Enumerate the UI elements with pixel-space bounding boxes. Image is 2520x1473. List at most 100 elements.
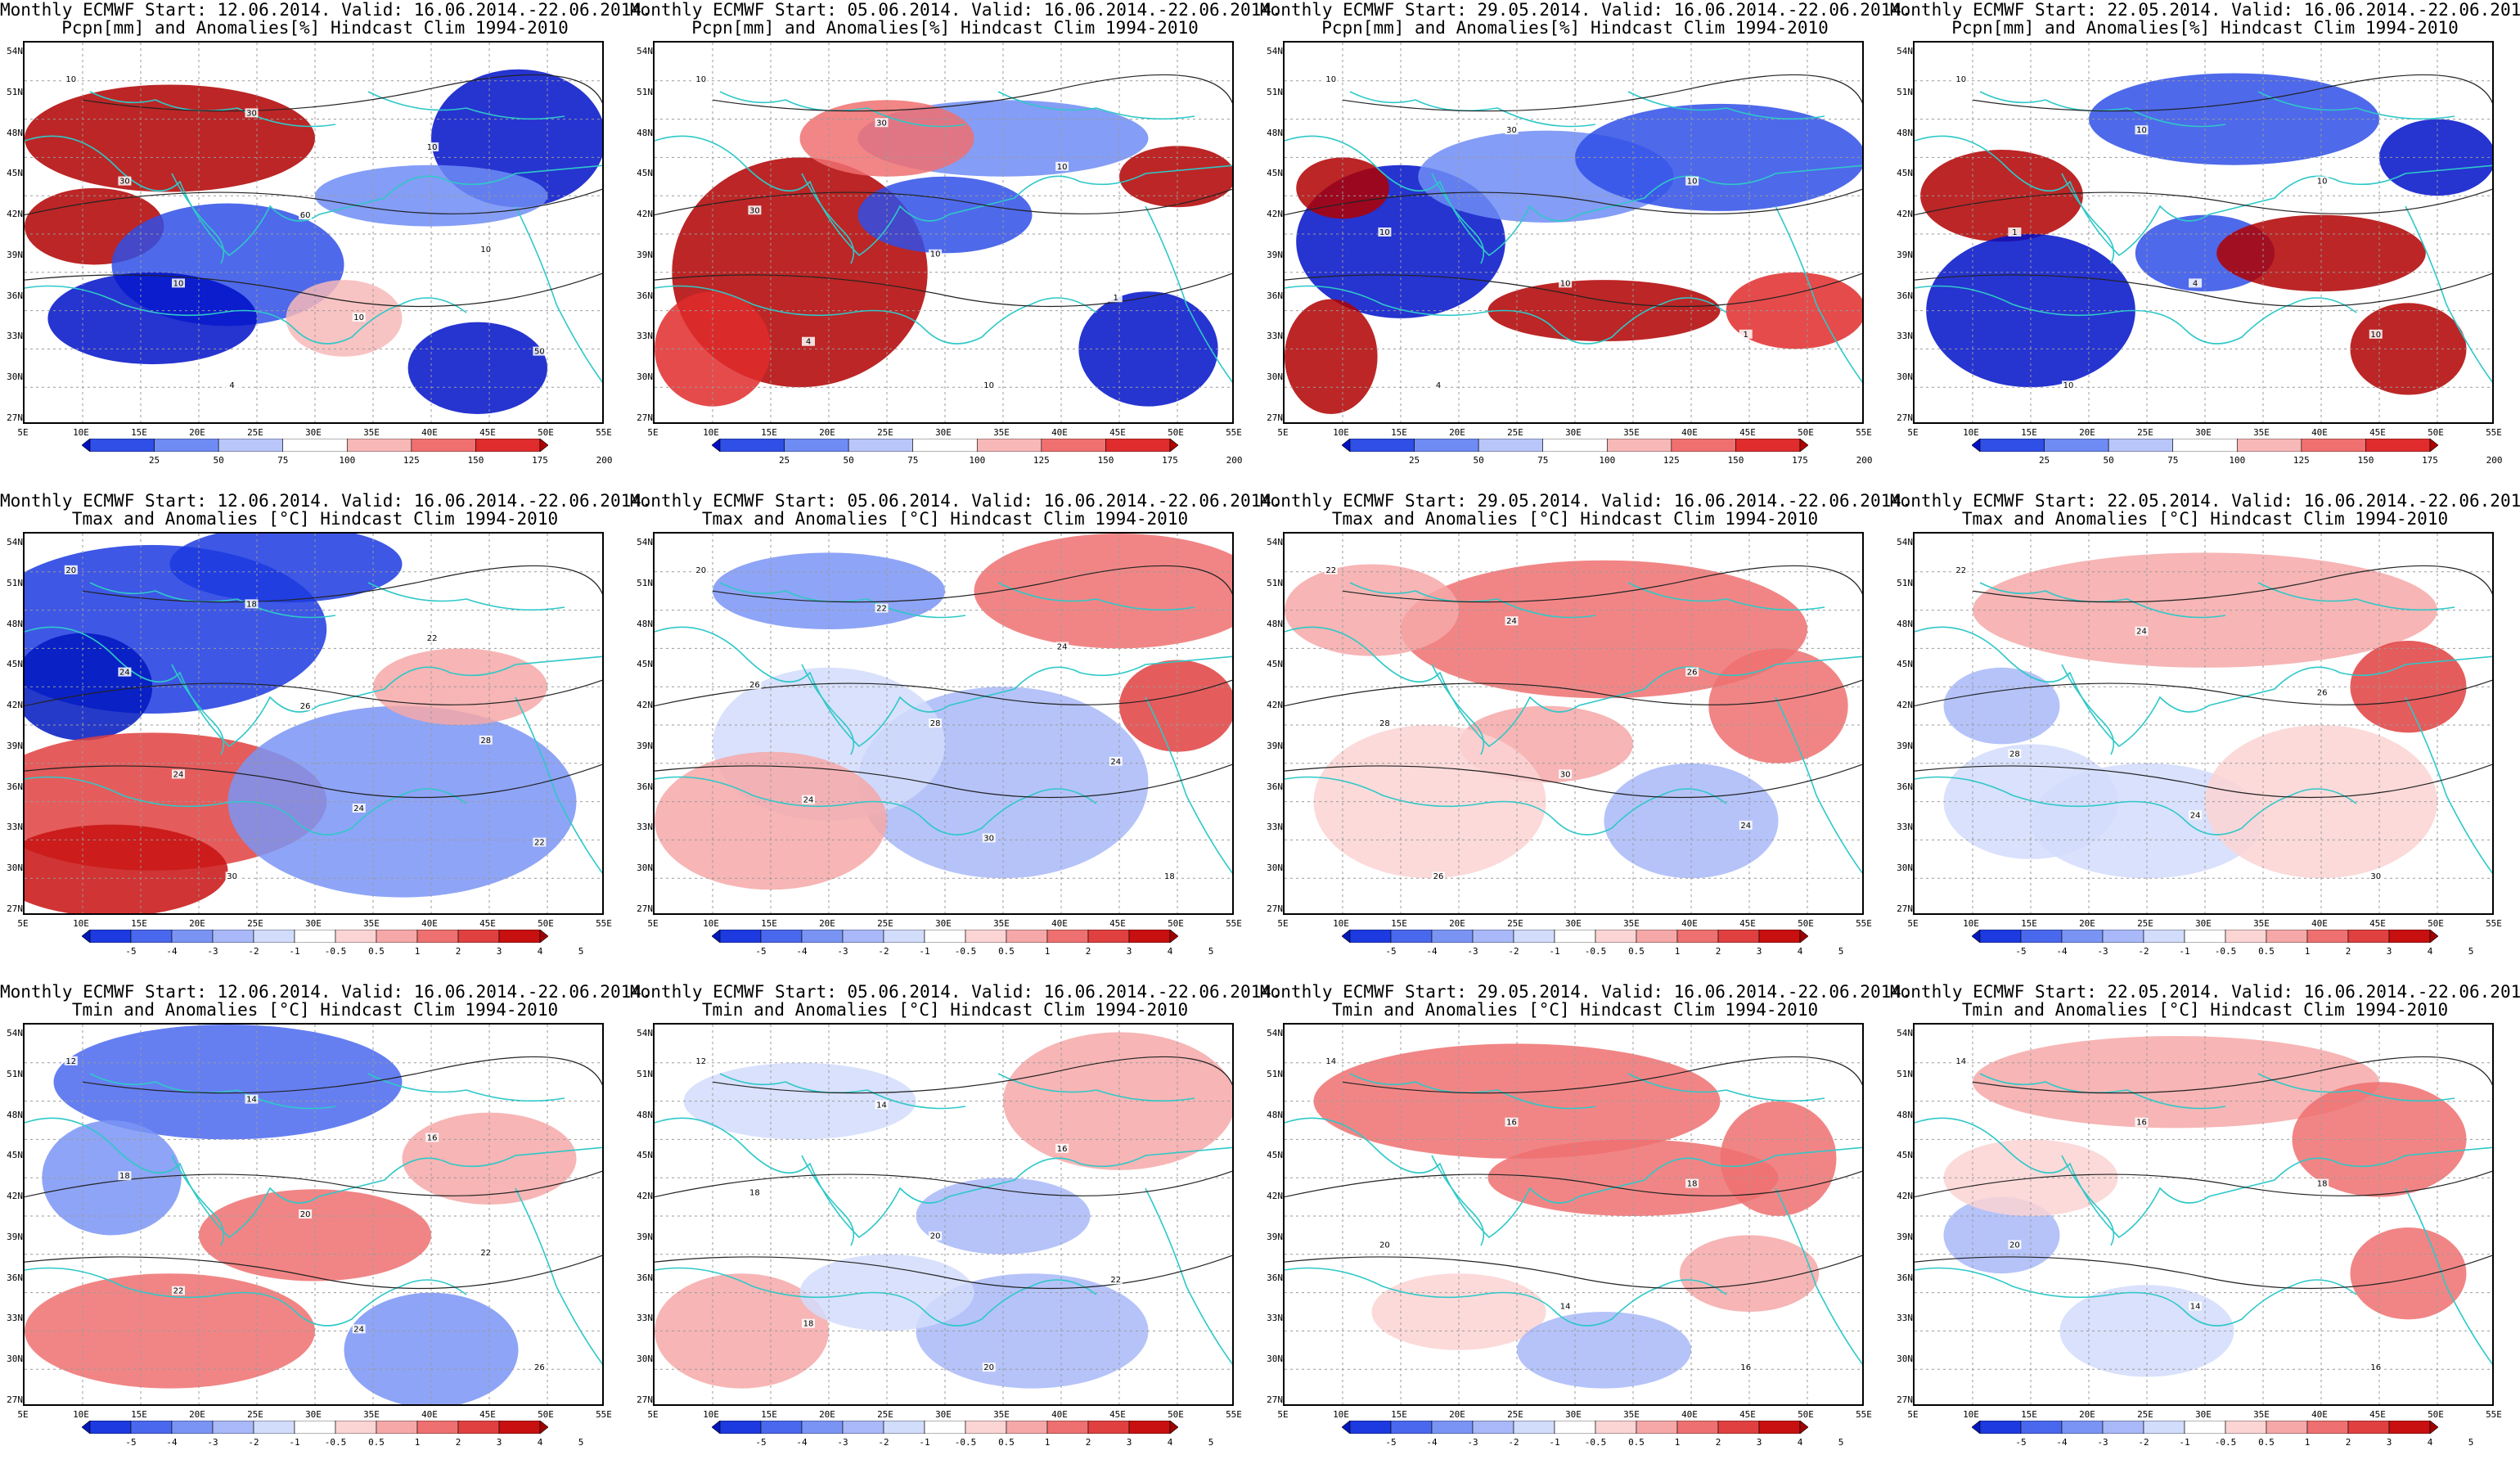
latitude-label: 45N <box>1897 168 1913 179</box>
contour-label: 16 <box>2136 1119 2147 1128</box>
latitude-label: 54N <box>7 537 23 547</box>
longitude-label: 35E <box>363 918 380 929</box>
colorbar-tick-label: 1 <box>1674 1437 1681 1448</box>
longitude-label: 40E <box>1051 427 1068 438</box>
colorbar-segment <box>1542 438 1608 453</box>
colorbar-segment <box>719 438 785 453</box>
panel-title-line1: Monthly ECMWF Start: 22.05.2014. Valid: … <box>1890 0 2520 20</box>
contour-label: 10 <box>1687 178 1698 187</box>
contour-label: 26 <box>534 1363 545 1372</box>
contour-label: 60 <box>300 211 311 220</box>
coastline <box>1285 285 1727 345</box>
contour-label: 1 <box>2012 228 2017 237</box>
contour-label: 4 <box>806 338 811 347</box>
colorbar-tick-label: 25 <box>148 455 160 466</box>
panel-title-line1: Monthly ECMWF Start: 12.06.2014. Valid: … <box>0 0 652 20</box>
contour-line <box>1285 273 1862 308</box>
colorbar-segment <box>81 1420 91 1435</box>
colorbar-tick-label: -4 <box>1426 946 1438 957</box>
map-area: 12 14 16 18 20 22 18 20 <box>653 1023 1234 1406</box>
contour-label: 30 <box>227 872 237 881</box>
coastline <box>2405 696 2492 874</box>
colorbar-tick-label: 125 <box>403 455 420 466</box>
latitude-label: 39N <box>7 249 23 260</box>
contour-label-bg <box>2369 872 2383 881</box>
colorbar <box>1341 1420 1809 1435</box>
anomaly-shading <box>2089 73 2379 165</box>
colorbar-segment <box>1971 1420 1981 1435</box>
colorbar-tick-label: 150 <box>2357 455 2374 466</box>
colorbar-tick-label: -4 <box>2056 946 2068 957</box>
map-canvas: 10 30 10 10 10 1 4 <box>1285 43 1862 422</box>
contour-line <box>1915 1170 2492 1198</box>
contour-line <box>25 188 602 216</box>
anomaly-shading <box>1285 299 1378 414</box>
contour-label-bg <box>425 142 439 151</box>
latitude-label: 27N <box>1267 903 1283 914</box>
latitude-label: 39N <box>7 1231 23 1242</box>
map-panel-r3-c3: Monthly ECMWF Start: 29.05.2014. Valid: … <box>1260 982 1912 1473</box>
contour-label-bg <box>1505 125 1519 135</box>
colorbar-tick-label: 1 <box>1044 946 1051 957</box>
colorbar-segment <box>457 1420 500 1435</box>
latitude-label: 51N <box>637 1068 653 1079</box>
contour-label: 24 <box>353 804 364 813</box>
longitude-label: 15E <box>761 427 777 438</box>
contour-label-bg <box>1378 1240 1392 1250</box>
map-area: 12 14 16 18 20 22 22 24 26 <box>23 1023 604 1406</box>
latitude-label: 30N <box>7 1354 23 1365</box>
panel-title-line1: Monthly ECMWF Start: 12.06.2014. Valid: … <box>0 982 652 1002</box>
latitude-label: 39N <box>1897 1231 1913 1242</box>
contour-label-bg <box>425 1133 439 1142</box>
longitude-label: 30E <box>305 427 322 438</box>
colorbar-segment <box>1671 438 1736 453</box>
contour-label: 10 <box>930 250 941 259</box>
longitude-label: 10E <box>1333 918 1349 929</box>
panel-title-line2: Tmax and Anomalies [°C] Hindcast Clim 19… <box>1331 509 1819 529</box>
map-area: 22 24 26 28 30 24 26 <box>1283 532 1864 915</box>
panel-title-line2: Tmin and Anomalies [°C] Hindcast Clim 19… <box>71 1000 559 1020</box>
contour-label: 1 <box>1114 294 1118 303</box>
coastline <box>1285 1117 1862 1239</box>
contour-label: 22 <box>173 1287 184 1296</box>
contour-label: 10 <box>1325 75 1336 84</box>
colorbar-segment <box>1799 929 1809 944</box>
colorbar-segment <box>1105 438 1171 453</box>
contour-label-bg <box>352 804 366 813</box>
latitude-label: 42N <box>1267 209 1283 220</box>
colorbar-segment <box>2102 929 2144 944</box>
contour-label: 14 <box>1955 1057 1966 1066</box>
contour-label-bg <box>479 244 493 254</box>
contour-label: 30 <box>1560 770 1571 779</box>
latitude-label: 51N <box>7 86 23 97</box>
contour-label-bg <box>875 1100 889 1110</box>
colorbar-segment <box>475 438 541 453</box>
colorbar-segment <box>760 1420 803 1435</box>
colorbar-segment <box>1390 1420 1433 1435</box>
longitude-label: 25E <box>877 918 893 929</box>
colorbar-tick-label: 1 <box>1044 1437 1051 1448</box>
contour-line <box>25 1255 602 1290</box>
contour-label-bg <box>2369 1363 2383 1372</box>
colorbar <box>711 1420 1179 1435</box>
colorbar-tick-label: 3 <box>496 946 502 957</box>
longitude-label: 40E <box>1681 427 1698 438</box>
colorbar-segment <box>1431 1420 1474 1435</box>
longitude-label: 55E <box>2486 1409 2502 1420</box>
colorbar-tick-label: -1 <box>289 1437 300 1448</box>
colorbar-segment <box>2225 929 2267 944</box>
longitude-label: 35E <box>2253 1409 2270 1420</box>
longitude-label: 10E <box>703 918 719 929</box>
contour-line <box>655 1170 1232 1198</box>
longitude-label: 20E <box>189 427 205 438</box>
contour-label: 1 <box>1744 331 1748 340</box>
latitude-label: 36N <box>1267 1272 1283 1283</box>
contour-label-bg <box>533 837 547 847</box>
latitude-label: 54N <box>1267 1028 1283 1038</box>
anomaly-shading <box>1119 146 1232 208</box>
colorbar-tick-label: -4 <box>166 1437 178 1448</box>
colorbar-segment <box>2347 1420 2390 1435</box>
coastline <box>1775 696 1862 874</box>
longitude-label: 20E <box>2079 1409 2095 1420</box>
latitude-label: 30N <box>1897 372 1913 383</box>
